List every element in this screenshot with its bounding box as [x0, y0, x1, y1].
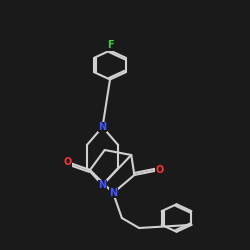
- Text: O: O: [63, 157, 71, 167]
- Text: O: O: [155, 165, 164, 175]
- Text: O: O: [155, 165, 164, 175]
- Text: F: F: [107, 40, 113, 50]
- Text: F: F: [107, 40, 113, 50]
- Text: N: N: [109, 188, 117, 198]
- Text: N: N: [98, 180, 106, 190]
- Text: N: N: [98, 122, 106, 132]
- Text: N: N: [98, 122, 106, 132]
- Text: N: N: [109, 188, 117, 198]
- Text: N: N: [98, 180, 106, 190]
- Text: O: O: [63, 157, 71, 167]
